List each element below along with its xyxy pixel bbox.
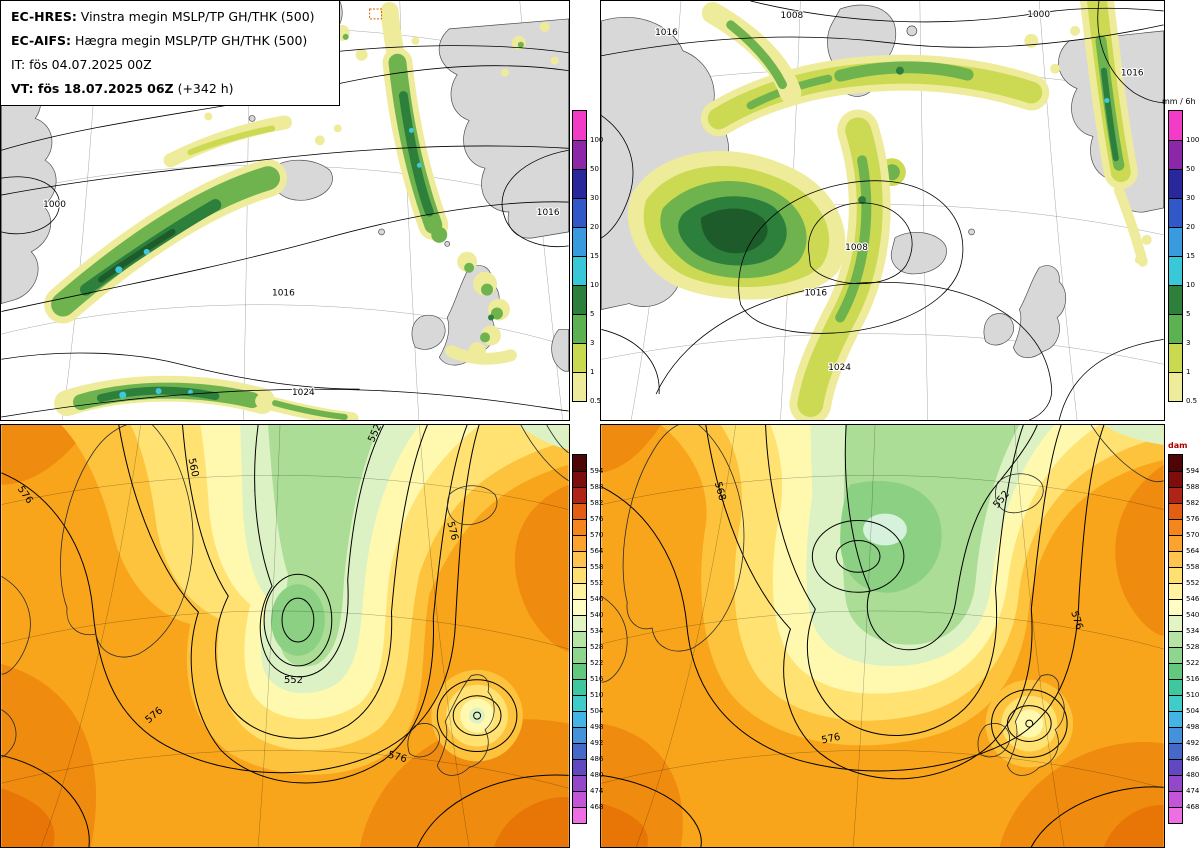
precip-colorbar-right: 100 50 30 20 15 10 5 3 1 0.5 (1168, 110, 1199, 405)
contour-label: 576 (387, 750, 408, 766)
isobar-label: 1008 (845, 243, 868, 253)
contour-label: 576 (444, 520, 460, 541)
isobar-label: 1016 (537, 208, 560, 218)
contour-label: 568 (712, 481, 728, 502)
hres-label: EC-HRES: (11, 9, 77, 24)
isobar-label: 1008 (780, 11, 803, 21)
precip-colorbar-left: 100 50 30 20 15 10 5 3 1 0.5 (572, 110, 603, 405)
thickness-unit-label: dam (1168, 441, 1188, 450)
isobar-label: 1016 (1121, 69, 1144, 79)
vt-text: fös 18.07.2025 06Z (33, 81, 174, 96)
thickness-field (601, 425, 1164, 847)
aifs-gh-thk-map: 568 552 576 576 (601, 425, 1164, 847)
aifs-mslp-tp-map: 1016 1008 1000 1016 1008 1016 1024 (601, 1, 1164, 420)
isobar-labels: 1016 1008 1000 1016 1008 1016 1024 (654, 9, 1145, 375)
annotation-box (369, 8, 383, 20)
vt-suffix: (+342 h) (173, 81, 234, 96)
hres-text: Vinstra megin MSLP/TP GH/THK (500) (76, 9, 315, 24)
thickness-field (1, 425, 569, 847)
map-panel-aifs-gh-thk: 568 552 576 576 (600, 424, 1165, 848)
precip-unit-label: mm / 6h (1162, 97, 1196, 106)
hres-gh-thk-map: 560 552 552 576 576 576 576 (1, 425, 569, 847)
height-contours (601, 425, 1164, 847)
isobar-label: 1024 (828, 363, 851, 373)
isobar-label: 1000 (43, 200, 66, 210)
title-box: EC-HRES: Vinstra megin MSLP/TP GH/THK (5… (0, 0, 340, 106)
isobars (601, 1, 1164, 420)
thickness-colorbar-left: 594 588 582 576 570 564 558 552 546 540 534 528 522 5… (572, 454, 603, 824)
coastlines (601, 425, 1164, 776)
it-text: fös 04.07.2025 00Z (25, 57, 152, 72)
isobar-label: 1016 (272, 289, 295, 299)
aifs-text: Hægra megin MSLP/TP GH/THK (500) (71, 33, 308, 48)
valid-time-line: VT: fös 18.07.2025 06Z (+342 h) (11, 77, 329, 101)
vt-label: VT: (11, 81, 34, 96)
graticule (1, 425, 569, 847)
contour-label: 560 (186, 457, 201, 478)
model-line-hres: EC-HRES: Vinstra megin MSLP/TP GH/THK (5… (11, 5, 329, 29)
thickness-colorbar-right: 594 588 582 576 570 564 558 552 546 540 534 528 522 5… (1168, 454, 1199, 824)
hres-mslp-tp-map: 1008 1016 1016 1024 1000 (1, 1, 569, 420)
height-contours (1, 425, 569, 847)
map-panel-aifs-mslp-tp: 1016 1008 1000 1016 1008 1016 1024 (600, 0, 1165, 421)
isobar-label: 1024 (292, 388, 315, 398)
precipitation-field (627, 1, 1152, 420)
isobar-label: 1016 (655, 28, 678, 38)
aifs-label: EC-AIFS: (11, 33, 72, 48)
coastlines (1, 425, 569, 776)
map-panel-hres-gh-thk: 560 552 552 576 576 576 576 (0, 424, 570, 848)
contour-label: 552 (284, 675, 303, 686)
graticule (601, 425, 1164, 847)
init-time-line: IT: fös 04.07.2025 00Z (11, 53, 329, 77)
model-line-aifs: EC-AIFS: Hægra megin MSLP/TP GH/THK (500… (11, 29, 329, 53)
isobar-label: 1000 (1027, 10, 1050, 20)
it-label: IT: (11, 57, 26, 72)
contour-label: 576 (821, 732, 842, 747)
isobar-label: 1016 (804, 289, 827, 299)
